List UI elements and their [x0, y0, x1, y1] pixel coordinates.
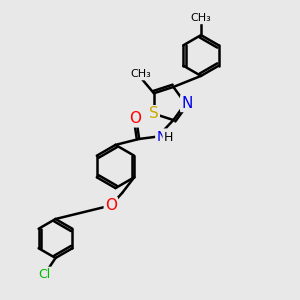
Text: H: H [164, 131, 173, 144]
Text: CH₃: CH₃ [130, 69, 152, 80]
Text: N: N [156, 130, 167, 143]
Text: O: O [105, 198, 117, 213]
Text: Cl: Cl [39, 268, 51, 281]
Text: N: N [181, 96, 193, 111]
Text: O: O [129, 111, 141, 126]
Text: CH₃: CH₃ [190, 13, 212, 23]
Text: S: S [149, 106, 159, 121]
